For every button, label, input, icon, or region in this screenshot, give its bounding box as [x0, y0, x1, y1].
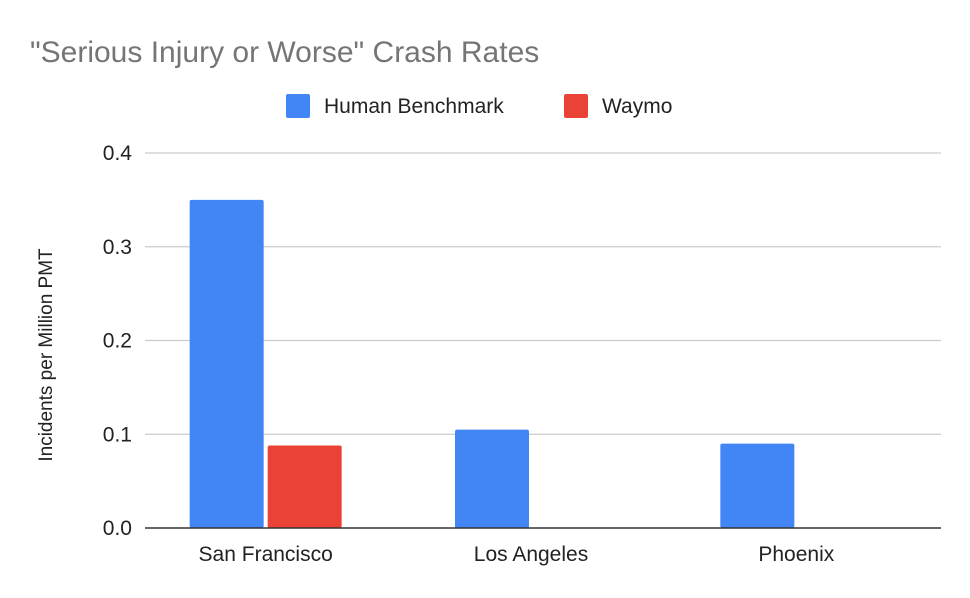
x-category-labels: San Francisco Los Angeles Phoenix	[199, 543, 835, 566]
y-axis-label: Incidents per Million PMT	[36, 248, 57, 462]
legend: Human Benchmark Waymo	[286, 94, 672, 118]
bar-human-benchmark-phoenix	[720, 443, 795, 528]
bar-human-benchmark-los-angeles	[455, 429, 529, 528]
y-tick-label: 0.1	[103, 423, 132, 446]
gridlines	[145, 152, 941, 435]
y-tick-label: 0.4	[103, 142, 133, 165]
x-category-label: San Francisco	[199, 543, 333, 566]
legend-label-waymo: Waymo	[602, 95, 672, 118]
y-tick-label: 0.0	[103, 517, 132, 540]
legend-swatch-waymo	[564, 94, 588, 118]
bar-human-benchmark-san-francisco	[189, 199, 264, 528]
bars	[189, 199, 795, 528]
legend-label-human-benchmark: Human Benchmark	[324, 95, 504, 118]
y-tick-label: 0.3	[103, 236, 132, 259]
x-category-label: Los Angeles	[474, 543, 588, 566]
x-category-label: Phoenix	[758, 543, 834, 566]
legend-swatch-human-benchmark	[286, 94, 310, 118]
y-tick-labels: 0.0 0.1 0.2 0.3 0.4	[103, 142, 133, 540]
y-tick-label: 0.2	[103, 330, 132, 353]
chart-title: "Serious Injury or Worse" Crash Rates	[30, 36, 539, 69]
bar-waymo-san-francisco	[267, 445, 342, 528]
